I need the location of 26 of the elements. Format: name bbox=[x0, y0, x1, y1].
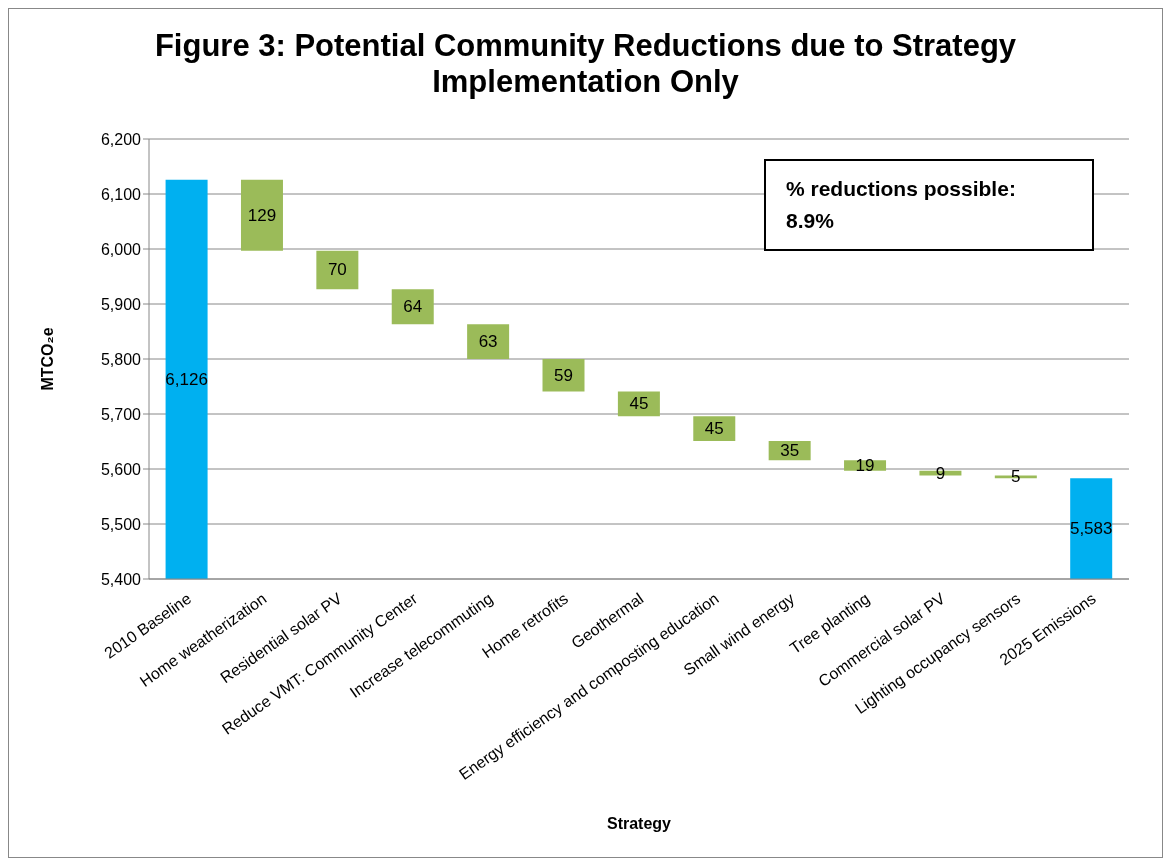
y-tick-label: 5,900 bbox=[100, 295, 142, 313]
data-label: 6,126 bbox=[165, 369, 208, 389]
y-axis-title: MTCO₂e bbox=[39, 327, 56, 391]
data-label: 19 bbox=[855, 455, 875, 475]
data-label: 45 bbox=[629, 394, 649, 414]
y-tick-label: 6,200 bbox=[100, 130, 142, 148]
data-label: 45 bbox=[704, 419, 724, 439]
chart-title: Figure 3: Potential Community Reductions due to Strategy Implementation Only bbox=[153, 27, 1018, 101]
data-label: 5,583 bbox=[1069, 519, 1113, 539]
y-tick-label: 6,000 bbox=[100, 240, 142, 258]
y-tick-label: 5,400 bbox=[100, 570, 142, 588]
annotation: % reductions possible: 8.9% bbox=[786, 176, 1017, 234]
y-tick-label: 5,800 bbox=[100, 350, 142, 368]
data-label: 9 bbox=[935, 463, 946, 483]
y-tick-label: 5,500 bbox=[100, 515, 142, 533]
y-tick-label: 5,700 bbox=[100, 405, 142, 423]
data-label: 59 bbox=[554, 365, 573, 385]
y-tick-label: 5,600 bbox=[100, 460, 142, 478]
data-label: 63 bbox=[478, 332, 498, 352]
data-label: 70 bbox=[327, 260, 347, 280]
x-axis-title: Strategy bbox=[606, 815, 672, 832]
text-box: % reductions possible: 8.9% bbox=[764, 159, 1094, 251]
y-tick-label: 6,100 bbox=[100, 185, 142, 203]
data-label: 64 bbox=[403, 297, 423, 317]
data-label: 129 bbox=[247, 205, 277, 225]
data-label: 35 bbox=[780, 441, 800, 461]
